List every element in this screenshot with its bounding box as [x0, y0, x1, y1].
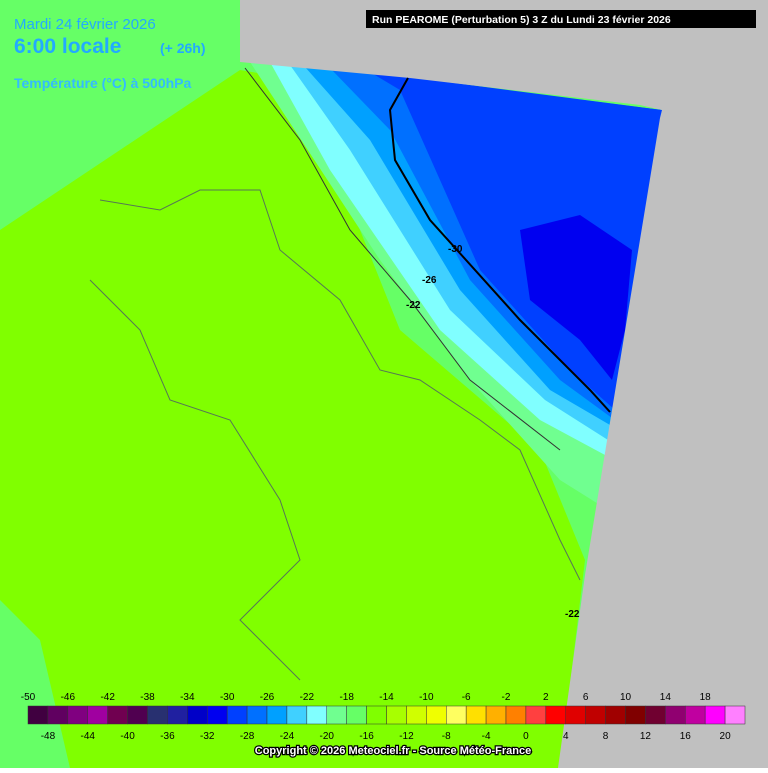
legend-label: -2 — [502, 692, 511, 703]
legend-swatch — [485, 705, 507, 725]
legend-label: -22 — [300, 692, 315, 703]
legend-label: -36 — [160, 731, 175, 742]
date: Mardi 24 février 2026 — [14, 16, 156, 33]
out-of-domain — [240, 0, 768, 768]
legend-label: -10 — [419, 692, 434, 703]
legend-swatch — [406, 705, 427, 725]
contour-line — [388, 77, 611, 413]
legend-swatch — [306, 705, 328, 725]
legend-label: -40 — [120, 731, 135, 742]
legend-label: -14 — [379, 692, 394, 703]
legend-swatch — [67, 705, 89, 725]
legend-swatch — [167, 705, 188, 725]
legend-label: -32 — [200, 731, 215, 742]
contour-label: -30 — [448, 244, 463, 255]
legend-swatch — [446, 705, 467, 725]
legend-label: 8 — [603, 731, 609, 742]
legend-label: -30 — [220, 692, 235, 703]
legend-swatch — [207, 705, 228, 725]
legend-label: -16 — [359, 731, 374, 742]
legend-swatch — [187, 705, 208, 725]
legend-label: -18 — [339, 692, 354, 703]
legend-label: -26 — [260, 692, 275, 703]
legend-label: -6 — [462, 692, 471, 703]
legend-label: -8 — [442, 731, 451, 742]
border — [89, 279, 301, 681]
legend-swatch — [226, 705, 248, 725]
temp-zone — [520, 215, 632, 380]
legend-swatch — [246, 705, 268, 725]
variable: Température (°C) à 500hPa — [14, 75, 192, 91]
legend-swatch — [346, 705, 367, 725]
contour-line — [244, 67, 561, 451]
legend-label: 14 — [660, 692, 672, 703]
legend-label: 10 — [620, 692, 632, 703]
legend-swatch — [326, 705, 347, 725]
legend-label: -44 — [81, 731, 96, 742]
contour-label: -22 — [565, 609, 580, 620]
legend-label: -12 — [399, 731, 414, 742]
contour-label: -26 — [422, 275, 437, 286]
legend-swatch — [386, 705, 407, 725]
legend-swatch — [127, 705, 148, 725]
legend-swatch — [565, 705, 586, 725]
legend-label: 20 — [720, 731, 732, 742]
run-title: Run PEAROME (Perturbation 5) 3 Z du Lund… — [372, 14, 671, 26]
legend-swatch — [27, 705, 49, 725]
legend-swatch — [665, 705, 686, 725]
legend-label: -34 — [180, 692, 195, 703]
legend-label: 18 — [700, 692, 712, 703]
legend-swatch — [465, 705, 487, 725]
legend-label: -20 — [320, 731, 335, 742]
legend-swatch — [47, 705, 69, 725]
legend-label: 2 — [543, 692, 549, 703]
legend-swatch — [685, 705, 706, 725]
legend-label: -38 — [140, 692, 155, 703]
run-box — [366, 10, 756, 28]
legend-label: -24 — [280, 731, 295, 742]
legend-swatch — [266, 705, 288, 725]
legend: -50 -46 -42 -38 -34 -30 -26 -22 -18 -14 -10 -6 -2 2 6 1… — [21, 692, 746, 742]
legend-swatch — [645, 705, 666, 725]
legend-label: -28 — [240, 731, 255, 742]
legend-swatch — [107, 705, 128, 725]
copyright: Copyright © 2026 Meteociel.fr - Source M… — [255, 745, 531, 757]
legend-label: -48 — [41, 731, 56, 742]
legend-swatch — [704, 705, 726, 725]
legend-swatch — [605, 705, 626, 725]
legend-swatch — [525, 705, 547, 725]
border — [99, 189, 581, 581]
legend-label: 4 — [563, 731, 569, 742]
contour-label: -22 — [406, 300, 421, 311]
time: 6:00 locale — [14, 35, 121, 58]
legend-label: 12 — [640, 731, 652, 742]
legend-swatch — [426, 705, 447, 725]
legend-swatch — [147, 705, 168, 725]
legend-swatch — [286, 705, 308, 725]
legend-label: 6 — [583, 692, 589, 703]
legend-label: -42 — [100, 692, 115, 703]
legend-label: 0 — [523, 731, 529, 742]
lead-time: (+ 26h) — [160, 40, 206, 56]
legend-label: -4 — [482, 731, 491, 742]
legend-label: -50 — [21, 692, 36, 703]
legend-swatch — [545, 705, 566, 725]
legend-swatch — [87, 705, 108, 725]
legend-label: -46 — [61, 692, 76, 703]
legend-swatch — [625, 705, 646, 725]
legend-swatch — [505, 705, 527, 725]
legend-swatch — [724, 705, 746, 725]
temp-zone — [0, 70, 585, 768]
legend-swatch — [366, 705, 387, 725]
legend-label: 16 — [680, 731, 692, 742]
legend-swatch — [585, 705, 606, 725]
